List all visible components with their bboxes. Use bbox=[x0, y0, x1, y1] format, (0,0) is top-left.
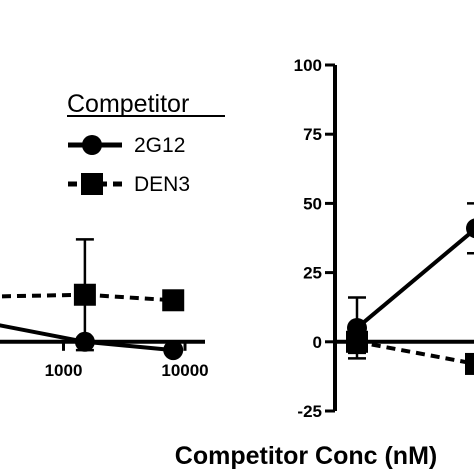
right-panel: -25 0 25 50 75 100 bbox=[294, 56, 474, 421]
right-y-tick-label: 100 bbox=[294, 56, 322, 75]
right-y-tick-label: 75 bbox=[303, 125, 322, 144]
right-point-den3 bbox=[346, 330, 368, 353]
right-line-den3 bbox=[356, 339, 474, 366]
legend-marker-circle bbox=[82, 135, 102, 155]
legend-label-2g12: 2G12 bbox=[134, 134, 185, 157]
left-point-2g12 bbox=[163, 340, 184, 361]
left-line-2g12 bbox=[0, 323, 86, 344]
left-x-tick-label: 10000 bbox=[161, 361, 208, 380]
legend-item-den3: DEN3 bbox=[68, 173, 190, 196]
left-point-den3 bbox=[162, 289, 185, 312]
left-line-den3 bbox=[84, 292, 174, 303]
legend: Competitor 2G12 DEN3 bbox=[67, 90, 225, 196]
legend-marker-square bbox=[81, 173, 103, 195]
legend-title: Competitor bbox=[67, 90, 189, 118]
left-panel: 1000 10000 bbox=[0, 238, 209, 380]
right-point-2g12 bbox=[466, 218, 474, 239]
right-point-den3 bbox=[465, 352, 474, 375]
left-point-den3 bbox=[73, 283, 96, 306]
left-line-den3 bbox=[0, 292, 85, 299]
right-y-tick-label: 25 bbox=[303, 264, 322, 283]
right-y-tick-label: 0 bbox=[313, 333, 322, 352]
right-y-tick-label: -25 bbox=[297, 402, 322, 421]
left-line-2g12 bbox=[84, 339, 174, 353]
legend-label-den3: DEN3 bbox=[134, 173, 190, 196]
right-line-2g12 bbox=[355, 227, 474, 330]
left-x-tick-label: 1000 bbox=[45, 361, 83, 380]
x-axis-label: Competitor Conc (nM) bbox=[175, 442, 437, 470]
legend-item-2g12: 2G12 bbox=[68, 134, 185, 157]
right-y-tick-label: 50 bbox=[303, 194, 322, 213]
